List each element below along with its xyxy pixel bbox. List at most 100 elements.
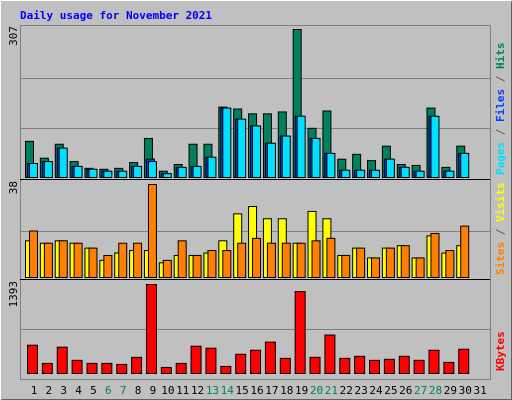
bar [311, 137, 321, 178]
bar [398, 355, 410, 375]
x-tick-label: 26 [399, 384, 412, 397]
bar [192, 165, 202, 178]
bar [281, 242, 291, 279]
bar [341, 169, 351, 178]
bar [354, 355, 366, 375]
bar [266, 242, 276, 279]
bar [43, 242, 53, 279]
bar [103, 254, 113, 278]
bar [27, 344, 38, 375]
y-tick-label: 38 [7, 181, 20, 194]
bar [445, 250, 455, 279]
bar [29, 230, 38, 278]
legend-entry: Hits [494, 43, 507, 70]
bar [309, 356, 321, 374]
bar [162, 259, 172, 278]
legend-separator: / [494, 222, 507, 242]
bar [371, 169, 381, 178]
x-tick-label: 15 [236, 384, 249, 397]
bar [371, 257, 381, 278]
x-tick-label: 5 [90, 384, 97, 397]
x-tick-label: 22 [340, 384, 353, 397]
bar [460, 152, 470, 179]
x-tick-label: 29 [444, 384, 457, 397]
x-tick-label: 13 [206, 384, 219, 397]
bar [235, 353, 247, 374]
bar [296, 242, 306, 279]
bar [116, 363, 128, 374]
x-tick-label: 9 [150, 384, 157, 397]
bar [88, 247, 98, 278]
bar [118, 242, 128, 279]
bar [237, 242, 247, 279]
bar [341, 254, 351, 278]
x-tick-label: 28 [429, 384, 442, 397]
bar [133, 242, 143, 279]
bar [264, 341, 276, 375]
bar [207, 156, 217, 178]
bar [192, 254, 202, 278]
bar [252, 125, 262, 178]
legend: KBytes [494, 331, 507, 371]
bar [339, 357, 351, 374]
bar [103, 170, 113, 178]
bar [220, 365, 232, 374]
bar [445, 170, 455, 178]
bar [58, 147, 68, 178]
bar [162, 173, 172, 179]
x-tick-label: 21 [325, 384, 338, 397]
x-tick-label: 24 [369, 384, 383, 397]
legend: Sites / Visits [494, 182, 507, 275]
bar [400, 166, 410, 178]
bar [237, 118, 247, 179]
chart-title: Daily usage for November 2021 [20, 9, 212, 22]
bar [443, 361, 455, 375]
bar [177, 240, 187, 278]
bar [415, 257, 425, 278]
x-tick-label: 8 [135, 384, 142, 397]
x-tick-label: 14 [221, 384, 235, 397]
y-tick-label: 1393 [7, 281, 20, 308]
x-tick-label: 17 [265, 384, 278, 397]
bar [296, 115, 306, 178]
bar [222, 107, 232, 178]
x-tick-label: 1 [31, 384, 38, 397]
x-tick-label: 25 [384, 384, 397, 397]
bar [147, 161, 157, 178]
bar [400, 245, 410, 278]
bar [73, 242, 83, 279]
bar [177, 166, 187, 178]
y-tick-label: 307 [7, 26, 20, 46]
bar [385, 247, 395, 278]
x-tick-label: 27 [414, 384, 427, 397]
bar [279, 357, 291, 374]
bar [58, 240, 68, 278]
x-tick-label: 20 [310, 384, 323, 397]
bar [266, 142, 276, 178]
bar [250, 349, 262, 374]
bar [252, 237, 262, 278]
bar [86, 362, 98, 375]
bar [207, 250, 217, 279]
legend-separator: / [494, 69, 507, 89]
bar [294, 291, 306, 374]
legend-separator: / [494, 122, 507, 142]
bar [356, 247, 366, 278]
bar [147, 184, 157, 278]
x-tick-label: 30 [459, 384, 472, 397]
x-tick-label: 4 [75, 384, 82, 397]
x-tick-label: 19 [295, 384, 308, 397]
legend-entry: KBytes [494, 331, 507, 371]
bar [43, 161, 53, 178]
legend-entry: Sites [494, 242, 507, 275]
bar [311, 240, 321, 278]
bar [71, 359, 83, 374]
x-tick-label: 16 [250, 384, 263, 397]
bar [430, 232, 440, 279]
x-tick-label: 6 [105, 384, 112, 397]
bar [415, 170, 425, 178]
bar [131, 356, 143, 374]
x-tick-label: 31 [473, 384, 486, 397]
bar [281, 135, 291, 178]
bar [356, 169, 366, 178]
